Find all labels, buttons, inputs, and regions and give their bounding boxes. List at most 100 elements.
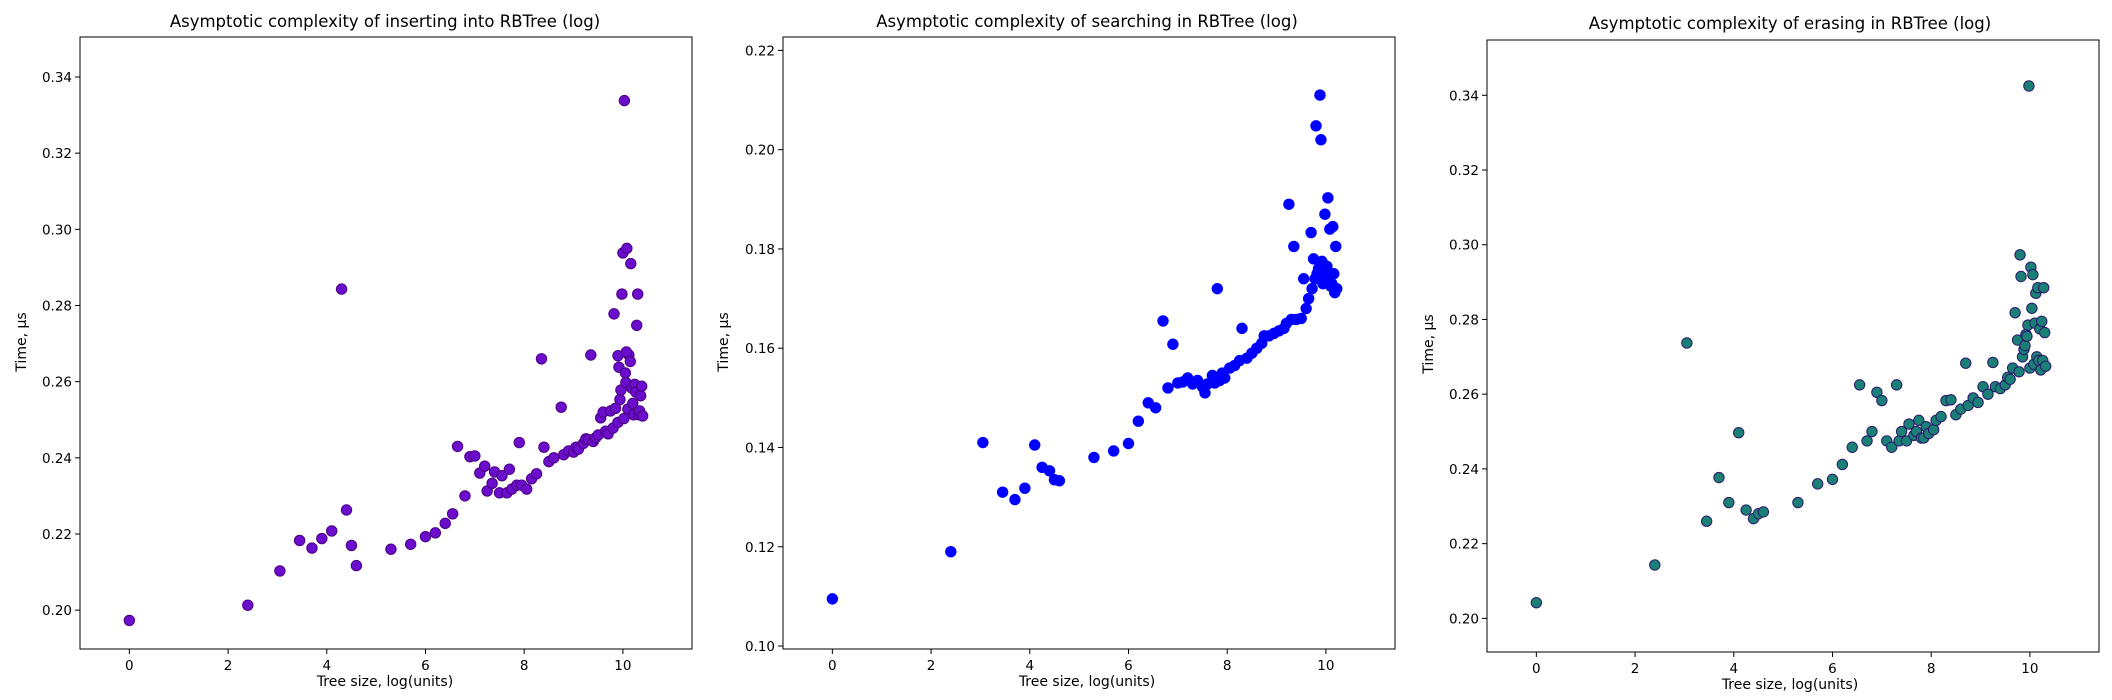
x-axis-label: Tree size, log(units)	[1721, 677, 1858, 693]
data-point	[1305, 226, 1317, 239]
y-tick-label: 0.28	[1449, 312, 1479, 328]
data-point	[627, 397, 639, 410]
x-axis-label: Tree size, log(units)	[1018, 674, 1155, 690]
data-point	[1236, 322, 1248, 335]
data-point	[618, 412, 630, 425]
data-point	[1935, 410, 1947, 423]
data-point	[1972, 396, 1984, 409]
data-point	[1327, 220, 1339, 233]
data-point	[1211, 282, 1224, 295]
data-point	[1836, 458, 1849, 471]
data-point	[2019, 339, 2031, 352]
data-point	[326, 525, 338, 537]
data-point	[635, 380, 648, 392]
insert-chart-panel: Asymptotic complexity of inserting into …	[14, 12, 693, 690]
data-point	[1314, 89, 1326, 101]
data-point	[1297, 273, 1310, 285]
data-point	[242, 599, 254, 611]
data-point	[340, 504, 353, 516]
data-point	[548, 452, 560, 464]
data-point	[335, 283, 348, 295]
y-tick-label: 0.26	[42, 375, 72, 391]
y-tick-label: 0.24	[42, 451, 72, 467]
x-tick-label: 10	[1317, 658, 1334, 674]
x-tick-label: 4	[322, 658, 331, 674]
data-point	[496, 470, 508, 482]
data-point	[345, 539, 358, 552]
data-point	[404, 538, 417, 550]
data-point	[618, 94, 631, 107]
data-point	[1122, 437, 1135, 450]
y-tick-label: 0.22	[1449, 537, 1479, 553]
data-point	[1331, 282, 1343, 295]
x-tick-label: 8	[1223, 658, 1232, 674]
data-point	[1219, 372, 1231, 384]
y-tick-label: 0.20	[1449, 611, 1479, 627]
x-tick-label: 4	[1729, 661, 1738, 677]
y-tick-label: 0.34	[1449, 88, 1479, 104]
data-point	[945, 546, 957, 558]
data-point	[624, 355, 637, 368]
y-tick-label: 0.34	[42, 70, 72, 86]
plot-area: 0 2 4 6 8 10 0.20 0.22 0.24 0.26 0.28 0.30 0.32 0.34	[42, 36, 693, 674]
chart-title: Asymptotic complexity of erasing in RBTr…	[1589, 14, 1991, 33]
chart-title: Asymptotic complexity of inserting into …	[170, 12, 600, 31]
data-point	[1328, 268, 1340, 280]
data-point	[1927, 423, 1940, 436]
data-point	[616, 288, 628, 300]
data-point	[503, 463, 516, 475]
x-tick-label: 6	[1124, 658, 1133, 674]
data-point	[1987, 356, 1999, 369]
data-point	[486, 477, 498, 490]
y-tick-label: 0.18	[745, 242, 775, 258]
data-point	[530, 468, 543, 480]
y-tick-label: 0.22	[745, 43, 775, 59]
y-tick-label: 0.10	[745, 639, 775, 655]
data-point	[1740, 504, 1752, 516]
data-point	[614, 393, 626, 406]
data-point	[2009, 307, 2021, 319]
x-tick-label: 4	[1025, 658, 1034, 674]
y-tick-label: 0.28	[42, 298, 72, 314]
data-point	[1315, 134, 1327, 146]
x-tick-label: 8	[520, 658, 529, 674]
data-point	[1890, 379, 1903, 391]
data-point	[1300, 302, 1312, 315]
data-point	[1886, 441, 1898, 453]
data-point	[555, 401, 567, 413]
y-tick-label: 0.30	[42, 222, 72, 238]
data-point	[1903, 418, 1915, 430]
data-point	[1649, 559, 1661, 571]
data-point	[1700, 515, 1713, 527]
x-tick-label: 0	[1532, 661, 1541, 677]
y-axis-label: Time, µs	[14, 312, 30, 372]
axes-frame	[1486, 39, 2100, 653]
data-point	[538, 441, 550, 453]
axes-frame	[79, 36, 693, 650]
data-point	[1713, 471, 1725, 484]
data-point	[1029, 439, 1041, 451]
data-point	[1310, 120, 1322, 132]
data-point	[1009, 493, 1021, 506]
data-point	[634, 390, 647, 402]
data-point	[1811, 478, 1824, 490]
data-point	[451, 440, 464, 453]
data-point	[1295, 312, 1307, 325]
data-point	[1088, 451, 1100, 464]
data-point	[419, 530, 432, 543]
data-point	[2039, 360, 2052, 372]
data-point	[2013, 366, 2025, 378]
y-tick-label: 0.24	[1449, 462, 1479, 478]
data-point	[1530, 596, 1543, 609]
data-point	[1132, 415, 1145, 427]
data-point	[1733, 426, 1745, 439]
y-tick-label: 0.22	[42, 527, 72, 543]
data-point	[1043, 465, 1056, 477]
plot-area: 0 2 4 6 8 10 0.20 0.22 0.24 0.26 0.28 0.30 0.32 0.34	[1449, 39, 2100, 677]
data-point	[274, 565, 286, 577]
data-point	[1157, 315, 1169, 327]
data-point	[2021, 330, 2033, 342]
data-point	[439, 517, 451, 530]
data-point	[123, 614, 136, 627]
